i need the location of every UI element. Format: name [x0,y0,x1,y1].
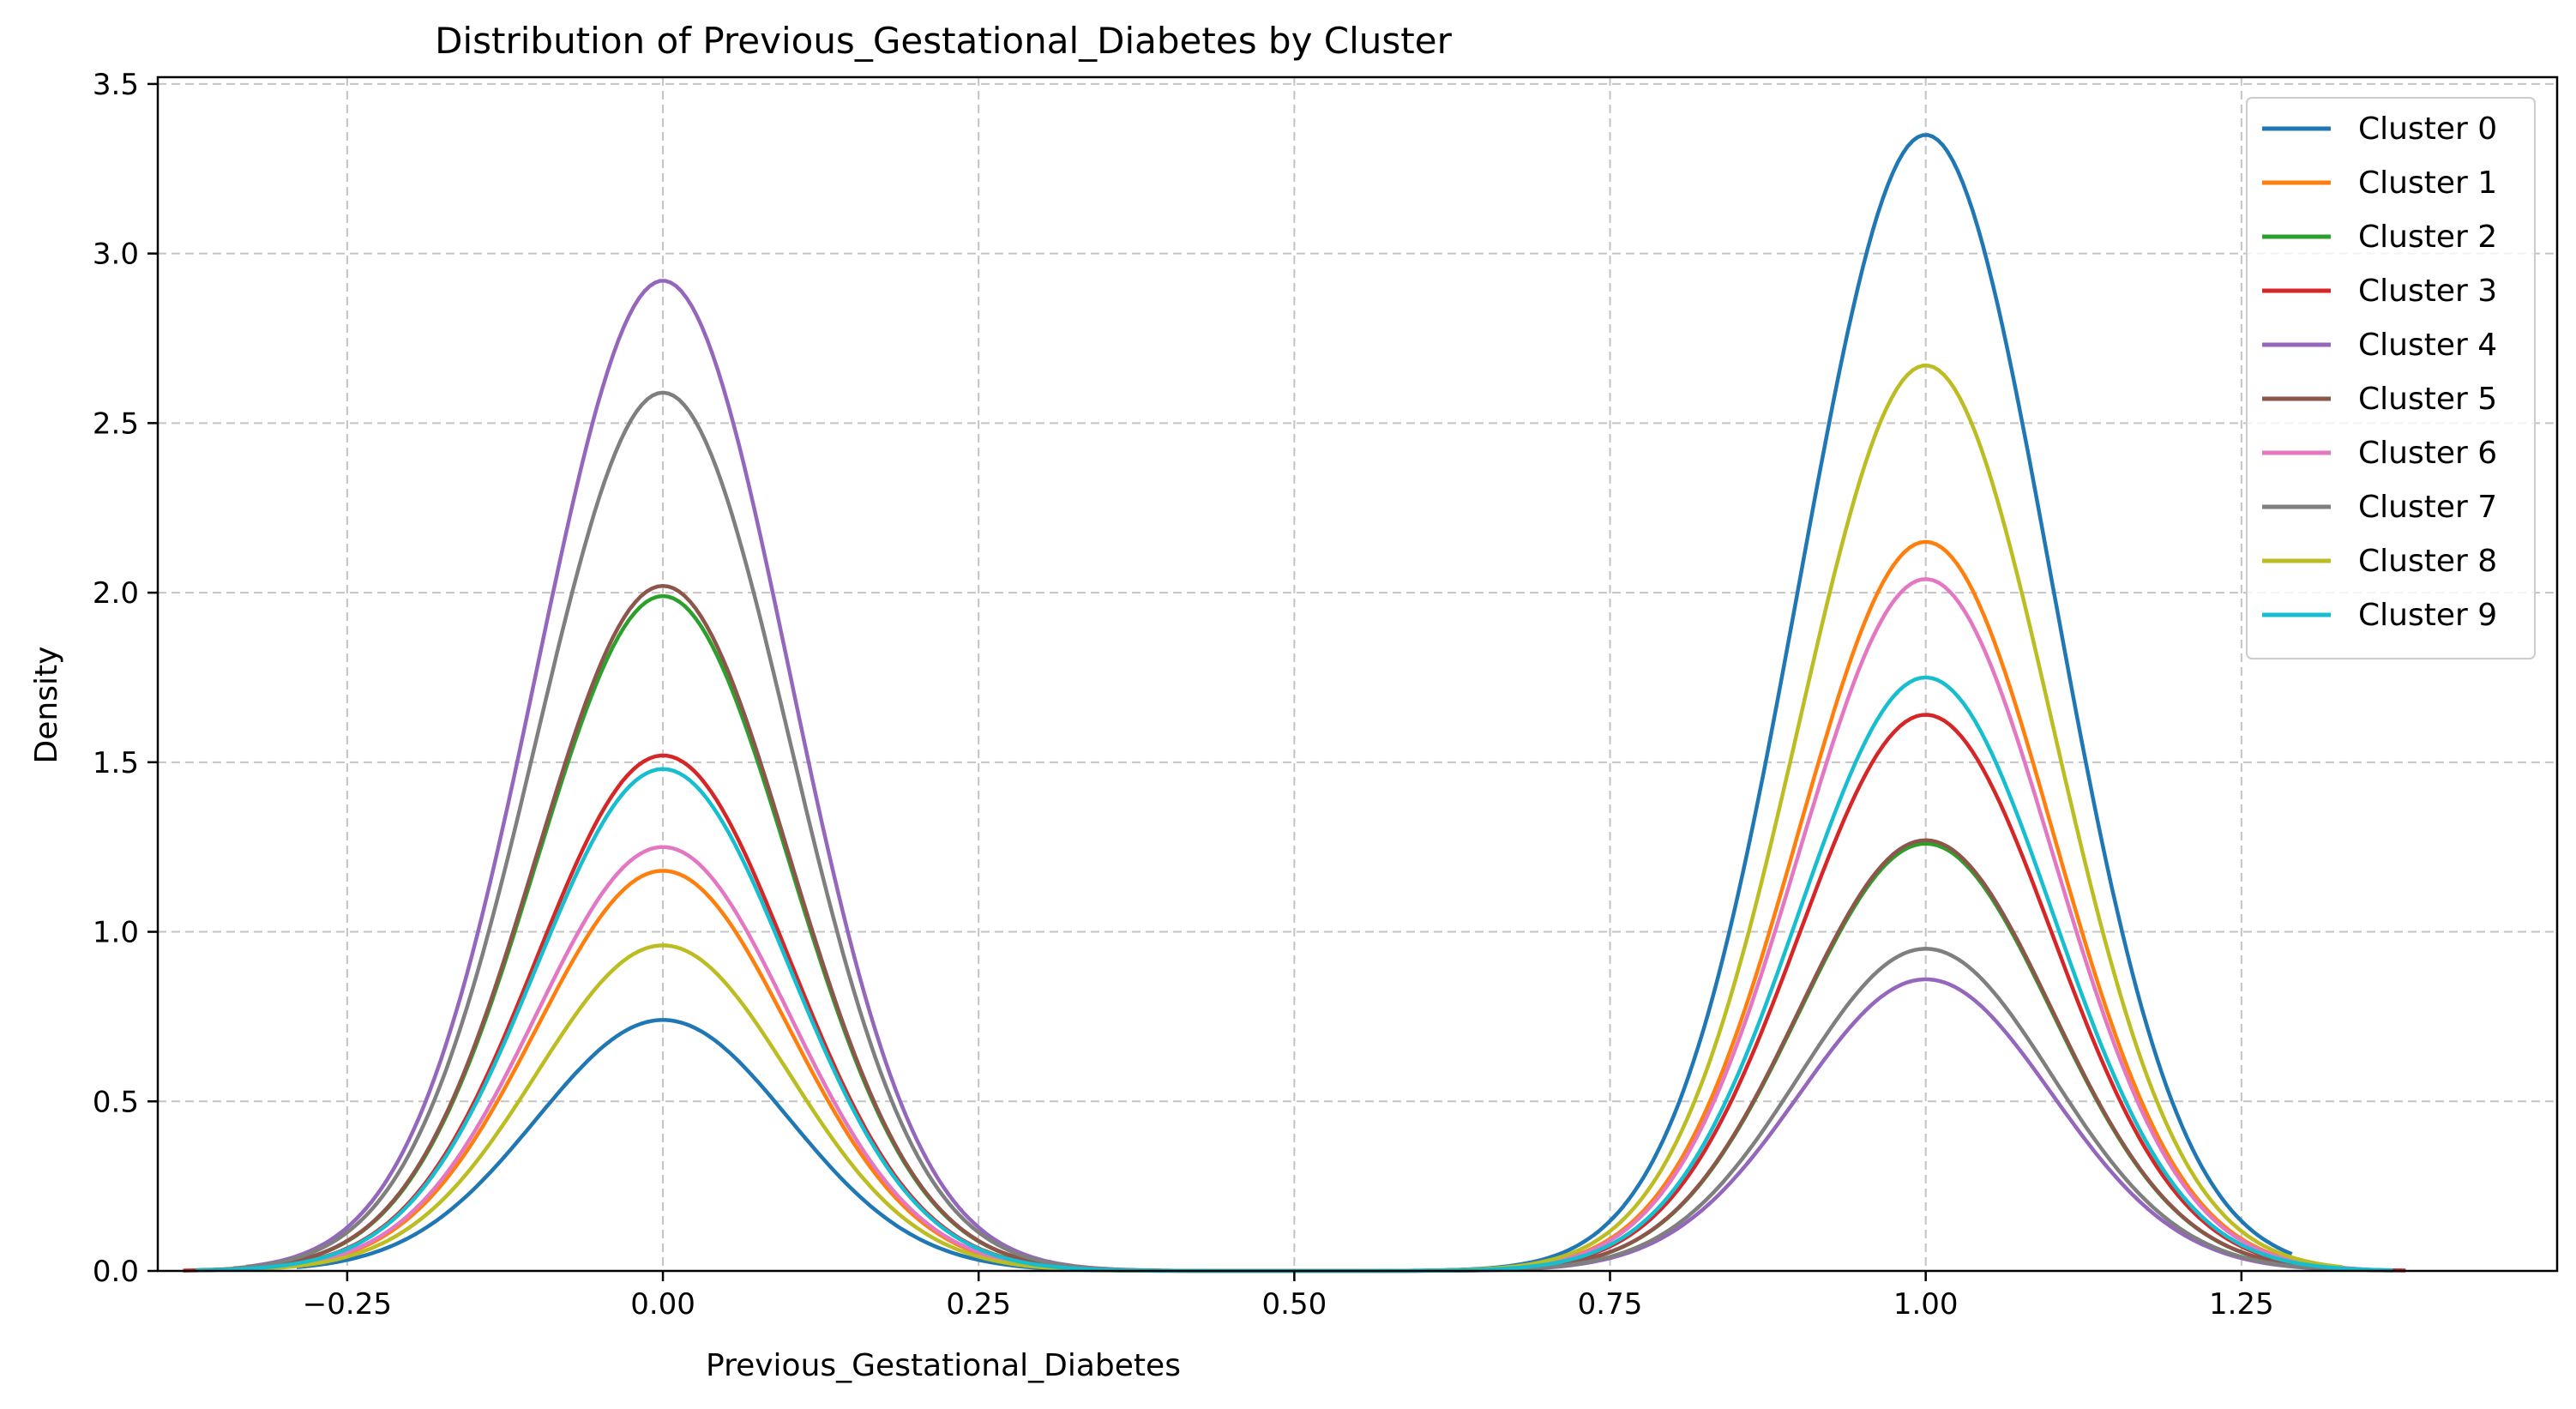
legend: Cluster 0 Cluster 1 Cluster 2 Cluster 3 Clus… [2246,97,2536,659]
legend-label-cluster-8: Cluster 8 [2358,544,2497,579]
x-tick-label: −0.25 [303,1287,392,1322]
y-tick-label: 1.0 [93,916,139,950]
legend-label-cluster-5: Cluster 5 [2358,382,2497,417]
tick-labels: −0.25 0.00 0.25 0.50 0.75 1.00 1.25 0.0 0.5 1.0 1.… [93,68,2274,1322]
legend-label-cluster-3: Cluster 3 [2358,274,2497,309]
x-tick-label: 0.00 [630,1287,695,1322]
y-tick-label: 2.0 [93,576,139,611]
x-tick-label: 0.25 [946,1287,1011,1322]
y-tick-label: 1.5 [93,746,139,780]
legend-label-cluster-9: Cluster 9 [2358,598,2497,633]
legend-label-cluster-0: Cluster 0 [2358,111,2497,147]
axes [147,75,2559,1281]
y-tick-label: 0.5 [93,1085,139,1119]
legend-label-cluster-1: Cluster 1 [2358,166,2497,201]
y-tick-label: 3.5 [93,68,139,102]
legend-label-cluster-6: Cluster 6 [2358,436,2497,471]
x-axis-label: Previous_Gestational_Diabetes [706,1348,1181,1383]
x-tick-label: 1.25 [2209,1287,2274,1322]
gridlines [158,77,2557,1272]
y-tick-label: 0.0 [93,1255,139,1289]
x-tick-label: 1.00 [1893,1287,1959,1322]
legend-label-cluster-2: Cluster 2 [2358,220,2497,255]
y-tick-label: 2.5 [93,406,139,441]
x-tick-label: 0.50 [1262,1287,1327,1322]
plot-frame [156,75,2559,1273]
x-tick-label: 0.75 [1578,1287,1643,1322]
y-tick-label: 3.0 [93,238,139,272]
legend-label-cluster-4: Cluster 4 [2358,328,2497,363]
y-axis-label: Density [29,647,64,764]
legend-label-cluster-7: Cluster 7 [2358,490,2497,525]
chart-title: Distribution of Previous_Gestational_Dia… [435,20,1452,62]
